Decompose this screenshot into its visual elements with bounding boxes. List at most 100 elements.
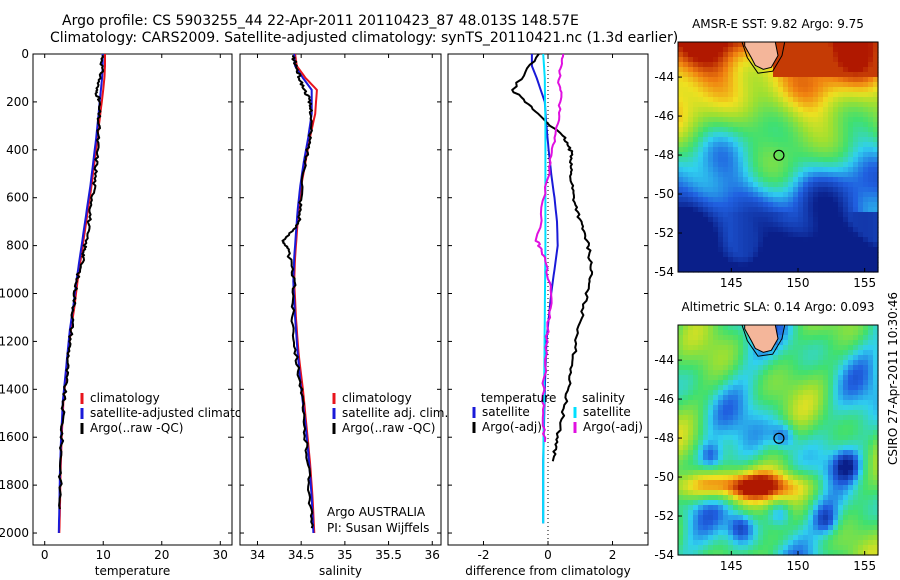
map-cell [828,202,834,208]
map-cell [848,445,854,451]
map-cell [823,520,829,526]
map-cell [803,325,809,331]
map-cell [833,375,839,381]
y-tick-label: 0 [21,47,29,61]
map-cell [718,192,724,198]
map-cell [753,132,759,138]
map-cell [833,122,839,128]
map-cell [753,212,759,218]
map-cell [763,505,769,511]
map-cell [793,445,799,451]
map-cell [858,550,864,556]
map-cell [758,177,764,183]
map-cell [863,247,869,253]
map-cell [798,252,804,258]
map-cell [848,335,854,341]
map-cell [833,500,839,506]
map-cell [818,520,824,526]
map-cell [728,207,734,213]
map-cell [783,92,789,98]
map-cell [723,77,729,83]
map-cell [708,440,714,446]
map-cell [743,505,749,511]
map-cell [858,142,864,148]
map-cell [798,340,804,346]
map-cell [773,515,779,521]
map-cell [758,515,764,521]
map-cell [863,152,869,158]
map-cell [733,395,739,401]
map-cell [678,360,684,366]
map-cell [798,420,804,426]
map-cell [783,545,789,551]
map-cell [693,72,699,78]
map-cell [768,460,774,466]
map-cell [828,102,834,108]
map-cell [843,192,849,198]
map-cell [803,77,809,83]
map-cell [713,192,719,198]
map-cell [783,350,789,356]
map-cell [798,132,804,138]
map-cell [678,445,684,451]
map-cell [833,330,839,336]
map-cell [753,247,759,253]
map-cell [873,540,879,546]
map-cell [778,425,784,431]
map-cell [718,57,724,63]
map-cell [703,370,709,376]
map-cell [723,485,729,491]
map-cell [813,207,819,213]
map-cell [728,505,734,511]
map-cell [718,520,724,526]
map-cell [803,52,809,58]
map-cell [818,500,824,506]
map-cell [873,470,879,476]
map-cell [723,325,729,331]
map-cell [748,345,754,351]
map-cell [838,172,844,178]
map-cell [813,435,819,441]
map-cell [763,365,769,371]
map-cell [793,247,799,253]
map-cell [863,435,869,441]
map-cell [858,187,864,193]
map-cell [688,52,694,58]
map-cell [838,227,844,233]
map-cell [773,470,779,476]
map-cell [693,420,699,426]
map-cell [703,415,709,421]
map-cell [813,152,819,158]
map-cell [803,57,809,63]
map-cell [773,207,779,213]
map-cell [793,540,799,546]
map-cell [848,435,854,441]
map-cell [728,112,734,118]
map-cell [768,267,774,273]
map-cell [753,365,759,371]
map-cell [783,535,789,541]
map-cell [793,77,799,83]
map-cell [818,415,824,421]
map-cell [688,157,694,163]
map-cell [848,415,854,421]
map-cell [733,57,739,63]
map-cell [753,207,759,213]
map-cell [713,92,719,98]
map-cell [683,122,689,128]
map-cell [783,370,789,376]
map-cell [708,242,714,248]
map-cell [778,385,784,391]
map-cell [683,380,689,386]
y-tick-label: 1800 [0,478,29,492]
map-cell [813,415,819,421]
map-cell [838,182,844,188]
map-cell [838,237,844,243]
map-cell [803,550,809,556]
map-cell [873,237,879,243]
map-cell [683,132,689,138]
map-cell [848,152,854,158]
map-cell [858,177,864,183]
map-cell [698,152,704,158]
map-cell [858,505,864,511]
